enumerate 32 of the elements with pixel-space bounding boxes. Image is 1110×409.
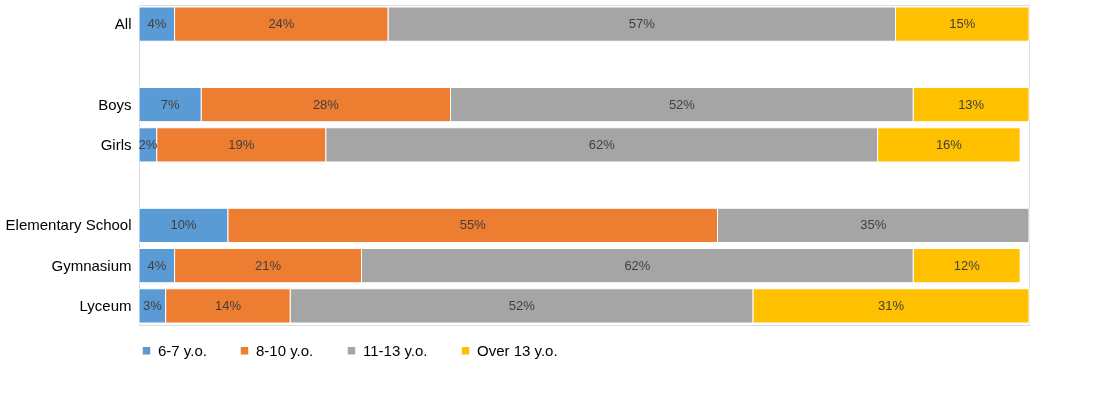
legend-label: 11-13 y.o.	[363, 341, 428, 359]
data-label: 7%	[160, 96, 180, 112]
data-label: 10%	[170, 217, 197, 233]
data-label: 14%	[214, 297, 242, 313]
y-tick-label: Boys	[98, 95, 132, 113]
y-tick-label: Elementary School	[5, 216, 132, 234]
legend-label: Over 13 y.o.	[477, 341, 558, 359]
data-label: 35%	[860, 217, 887, 233]
data-label: 21%	[255, 257, 282, 273]
data-label: 28%	[312, 96, 340, 112]
data-label: 57%	[628, 16, 656, 32]
data-label: 52%	[668, 96, 696, 112]
data-label: 13%	[958, 96, 985, 112]
data-label: 16%	[935, 136, 963, 152]
y-tick-label: All	[114, 15, 132, 33]
data-label: 55%	[459, 217, 487, 233]
data-label: 15%	[949, 16, 976, 32]
legend-label: 6-7 y.o.	[158, 341, 207, 359]
data-label: 4%	[147, 16, 167, 32]
data-label: 19%	[228, 136, 255, 152]
data-label: 62%	[588, 136, 616, 152]
data-label: 52%	[508, 297, 536, 313]
data-label: 31%	[878, 297, 905, 313]
legend-label: 8-10 y.o.	[256, 341, 314, 359]
y-tick-label: Gymnasium	[51, 256, 132, 274]
y-tick-label: Girls	[100, 135, 132, 153]
data-label: 3%	[142, 297, 163, 313]
data-label: 4%	[147, 257, 167, 273]
data-label: 62%	[624, 257, 651, 273]
data-label: 24%	[268, 16, 295, 32]
data-label: 12%	[953, 257, 981, 273]
y-tick-label: Lyceum	[79, 296, 132, 314]
